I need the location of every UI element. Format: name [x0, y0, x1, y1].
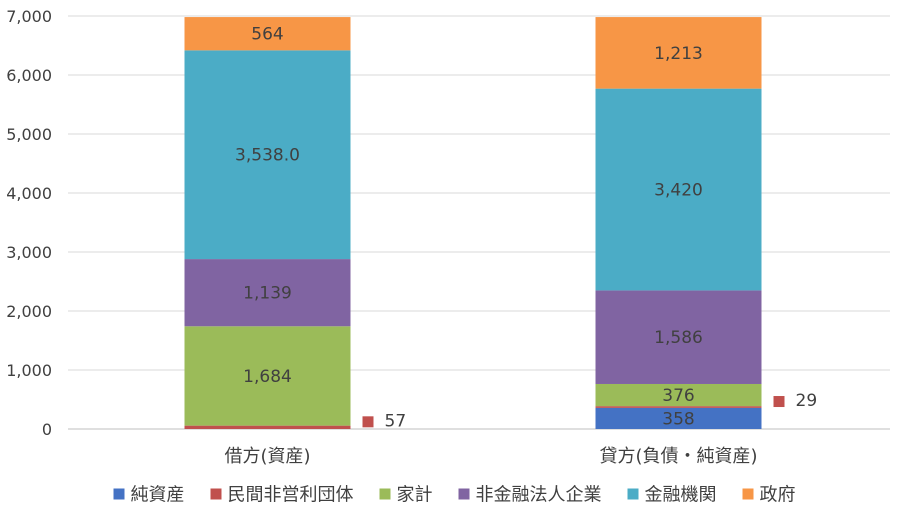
label-marker	[362, 416, 374, 428]
label-marker	[773, 396, 785, 408]
bar-segment	[184, 259, 351, 327]
legend-label: 家計	[397, 485, 433, 506]
legend-swatch	[379, 488, 391, 500]
x-tick-label: 借方(資産)	[224, 446, 310, 467]
bar-segment	[595, 17, 762, 89]
y-tick-label: 3,000	[6, 243, 52, 262]
y-tick-label: 0	[42, 420, 52, 439]
bar-segment	[595, 406, 762, 408]
data-label: 57	[385, 411, 407, 431]
legend-item[interactable]: 純資産	[113, 485, 185, 506]
data-label: 1,213	[654, 44, 703, 64]
data-label: 3,538.0	[235, 146, 300, 166]
legend-label: 純資産	[131, 485, 185, 506]
y-tick-label: 1,000	[6, 361, 52, 380]
bars	[184, 17, 762, 429]
bar-segment	[184, 425, 351, 429]
y-axis: 0 1,000 2,000 3,000 4,000 5,000 6,000 7,000	[6, 7, 52, 439]
legend-swatch	[210, 488, 222, 500]
bar-segment	[595, 383, 762, 407]
y-tick-label: 2,000	[6, 302, 52, 321]
bar-segment	[184, 50, 351, 260]
legend-item[interactable]: 家計	[379, 485, 433, 506]
legend-item[interactable]: 金融機関	[627, 485, 717, 506]
data-label: 29	[796, 391, 818, 411]
y-tick-label: 5,000	[6, 125, 52, 144]
bar-segment	[184, 326, 351, 426]
legend-item[interactable]: 非金融法人企業	[458, 485, 602, 506]
legend-label: 政府	[760, 485, 796, 506]
y-tick-label: 6,000	[6, 66, 52, 85]
bar-segment	[184, 17, 351, 51]
legend-swatch	[742, 488, 754, 500]
x-tick-label: 貸方(負債・純資産)	[599, 446, 757, 467]
legend-swatch	[458, 488, 470, 500]
data-label: 1,684	[243, 367, 292, 387]
data-label: 1,139	[243, 284, 292, 304]
y-tick-label: 7,000	[6, 7, 52, 26]
x-axis: 借方(資産) 貸方(負債・純資産)	[224, 446, 757, 467]
data-labels: 57 1,684 1,139 3,538.0 564 358 29 376 1,586 3,420…	[235, 25, 817, 432]
data-label: 358	[662, 409, 694, 429]
data-label: 1,586	[654, 328, 703, 348]
bar-segment	[595, 88, 762, 291]
legend-label: 非金融法人企業	[476, 485, 602, 506]
bar-segment	[595, 407, 762, 429]
data-label: 3,420	[654, 181, 703, 201]
legend-item[interactable]: 政府	[742, 485, 796, 506]
y-tick-label: 4,000	[6, 184, 52, 203]
bar-segment	[595, 290, 762, 384]
legend-item[interactable]: 民間非営利団体	[210, 485, 354, 506]
legend-label: 民間非営利団体	[228, 485, 354, 506]
data-label: 564	[251, 25, 283, 45]
legend[interactable]: 純資産 民間非営利団体 家計 非金融法人企業 金融機関 政府	[113, 485, 796, 506]
legend-label: 金融機関	[645, 485, 717, 506]
data-label: 376	[662, 386, 694, 406]
legend-swatch	[113, 488, 125, 500]
legend-swatch	[627, 488, 639, 500]
